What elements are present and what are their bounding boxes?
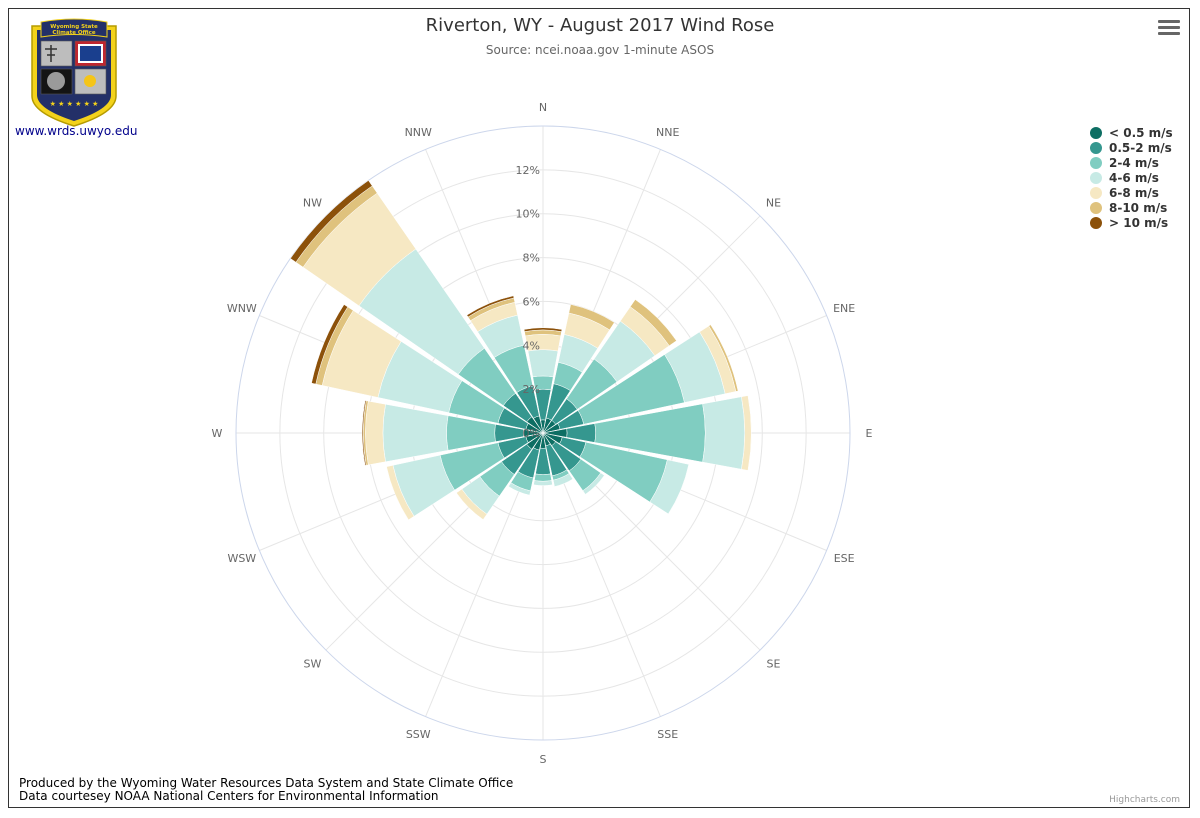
legend-item[interactable]: 6-8 m/s bbox=[1090, 185, 1173, 200]
radial-tick-label: 0% bbox=[523, 427, 540, 440]
state-climate-office-logo: Wyoming State Climate Office ★ ★ ★ ★ ★ ★ bbox=[28, 18, 120, 128]
legend-symbol bbox=[1090, 156, 1102, 169]
legend-symbol bbox=[1090, 201, 1102, 214]
direction-label: SSE bbox=[657, 728, 678, 741]
footer-line-2: Data courtesey NOAA National Centers for… bbox=[19, 789, 439, 803]
legend-label: < 0.5 m/s bbox=[1109, 125, 1173, 140]
legend-item[interactable]: 2-4 m/s bbox=[1090, 155, 1173, 170]
direction-label: ESE bbox=[834, 552, 855, 565]
footer-credits: Produced by the Wyoming Water Resources … bbox=[19, 777, 513, 803]
svg-text:Wyoming State: Wyoming State bbox=[50, 24, 98, 30]
polar-outline bbox=[235, 125, 851, 741]
radial-tick-label: 6% bbox=[523, 295, 540, 308]
legend-symbol bbox=[1090, 216, 1102, 229]
legend-label: 8-10 m/s bbox=[1109, 200, 1168, 215]
bar-segment bbox=[466, 295, 515, 318]
radial-tick-label: 12% bbox=[516, 164, 540, 177]
bar-segment bbox=[533, 480, 553, 486]
svg-text:★ ★ ★ ★ ★ ★: ★ ★ ★ ★ ★ ★ bbox=[50, 100, 99, 108]
legend-label: 4-6 m/s bbox=[1109, 170, 1159, 185]
footer-line-1: Produced by the Wyoming Water Resources … bbox=[19, 776, 514, 790]
direction-label: NNW bbox=[405, 126, 432, 139]
bar-segment bbox=[629, 299, 677, 347]
legend-item[interactable]: < 0.5 m/s bbox=[1090, 125, 1173, 140]
radial-tick-label: 4% bbox=[523, 339, 540, 352]
bar-segment bbox=[527, 349, 559, 378]
radial-tick-label: 10% bbox=[516, 208, 540, 221]
direction-label: WNW bbox=[227, 302, 257, 315]
direction-label: NE bbox=[766, 196, 781, 209]
bar-segment bbox=[290, 180, 373, 263]
chart-title: Riverton, WY - August 2017 Wind Rose bbox=[425, 15, 775, 36]
bar-segment bbox=[702, 396, 745, 470]
bar-segment bbox=[741, 395, 752, 471]
chart-subtitle: Source: ncei.noaa.gov 1-minute ASOS bbox=[485, 43, 715, 57]
chart-frame bbox=[8, 8, 1190, 808]
legend-symbol bbox=[1090, 186, 1102, 199]
direction-label: NW bbox=[303, 196, 322, 209]
legend-label: 2-4 m/s bbox=[1109, 155, 1159, 170]
direction-labels: N NNE NE ENE E ESE SE SSE S SSW SW WSW W WNW NW NNW bbox=[212, 101, 873, 766]
radial-tick-label: 8% bbox=[523, 252, 540, 265]
bar-segment bbox=[649, 459, 690, 515]
bar-segment bbox=[508, 482, 531, 496]
wrds-website-link[interactable]: www.wrds.uwyo.edu bbox=[15, 124, 138, 138]
highcharts-credit[interactable]: Highcharts.com bbox=[1109, 795, 1180, 805]
legend-item[interactable]: 4-6 m/s bbox=[1090, 170, 1173, 185]
legend-label: > 10 m/s bbox=[1109, 215, 1169, 230]
bars bbox=[290, 180, 752, 521]
bar-segment bbox=[365, 400, 386, 466]
direction-label: SW bbox=[304, 658, 322, 671]
legend-item[interactable]: 8-10 m/s bbox=[1090, 200, 1173, 215]
hamburger-menu-icon[interactable] bbox=[1158, 20, 1180, 40]
svg-text:Climate Office: Climate Office bbox=[52, 30, 96, 36]
radial-gridcircle bbox=[323, 213, 763, 653]
legend-label: 6-8 m/s bbox=[1109, 185, 1159, 200]
bar-segment bbox=[708, 324, 739, 392]
bar-segment bbox=[311, 304, 349, 385]
radial-tick-label: 2% bbox=[523, 383, 540, 396]
legend-symbol bbox=[1090, 141, 1102, 154]
bar-segment bbox=[582, 472, 605, 495]
direction-label: ENE bbox=[833, 302, 855, 315]
legend-item[interactable]: 0.5-2 m/s bbox=[1090, 140, 1173, 155]
bar-segment bbox=[552, 473, 574, 487]
direction-label: E bbox=[866, 427, 873, 440]
radial-gridcircle bbox=[279, 169, 807, 697]
bar-segment bbox=[534, 473, 552, 482]
direction-label: WSW bbox=[227, 552, 256, 565]
chart-legend: < 0.5 m/s 0.5-2 m/s 2-4 m/s 4-6 m/s 6-8 m/s 8… bbox=[1090, 125, 1173, 230]
bar-segment bbox=[361, 400, 367, 466]
direction-label: W bbox=[212, 427, 223, 440]
direction-label: S bbox=[540, 753, 547, 766]
direction-label: N bbox=[539, 101, 547, 114]
radial-tick-labels: 0% 2% 4% 6% 8% 10% 12% bbox=[516, 164, 540, 440]
legend-label: 0.5-2 m/s bbox=[1109, 140, 1172, 155]
bar-segment bbox=[382, 403, 449, 463]
legend-item[interactable]: > 10 m/s bbox=[1090, 215, 1173, 230]
bar-segment bbox=[523, 327, 563, 332]
direction-label: SSW bbox=[406, 728, 431, 741]
legend-symbol bbox=[1090, 126, 1102, 139]
legend-symbol bbox=[1090, 171, 1102, 184]
bar-segment bbox=[386, 465, 415, 521]
direction-label: SE bbox=[767, 658, 781, 671]
direction-label: NNE bbox=[656, 126, 679, 139]
bar-segment bbox=[568, 304, 615, 331]
bar-segment bbox=[456, 488, 488, 520]
